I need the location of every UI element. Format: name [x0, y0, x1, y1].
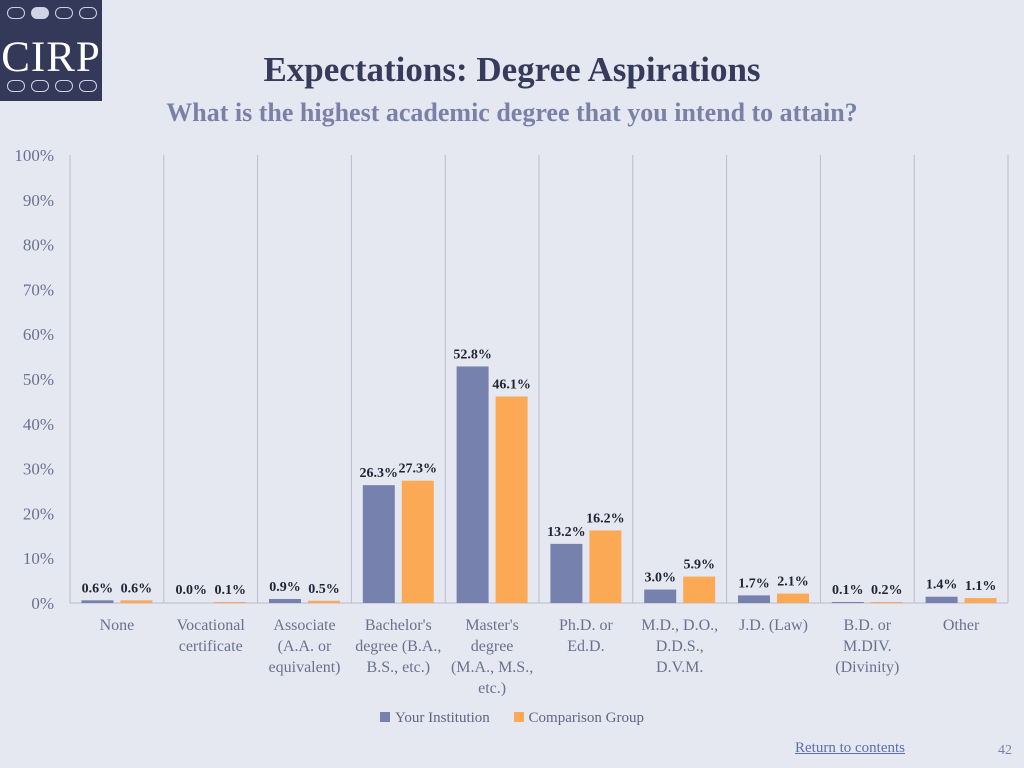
- legend-item-comparison-group: Comparison Group: [513, 710, 644, 727]
- legend-swatch-comparison-group: [513, 712, 524, 722]
- bar-comparison-group: [777, 593, 809, 603]
- x-category-label: Vocational: [177, 617, 246, 634]
- bar-value-label: 0.6%: [121, 581, 153, 596]
- bar-comparison-group: [589, 530, 622, 603]
- bar-value-label: 1.1%: [965, 579, 997, 594]
- bar-your-institution: [644, 589, 677, 603]
- bar-value-label: 1.4%: [926, 578, 958, 593]
- x-category-label: M.DIV.: [843, 638, 892, 655]
- x-category-label: degree (B.A.,: [355, 638, 441, 655]
- bar-comparison-group: [401, 480, 434, 603]
- y-tick-label: 10%: [23, 549, 54, 568]
- y-tick-label: 90%: [23, 191, 54, 210]
- legend-item-your-institution: Your Institution: [380, 710, 490, 727]
- bar-value-label: 5.9%: [683, 558, 715, 573]
- bar-comparison-group: [495, 396, 528, 603]
- x-category-label: (A.A. or: [278, 638, 332, 655]
- bar-value-label: 0.1%: [832, 583, 864, 598]
- bar-comparison-group: [120, 600, 153, 603]
- bar-value-label: 26.3%: [360, 466, 399, 481]
- x-category-label: Bachelor's: [365, 617, 432, 634]
- bar-value-label: 13.2%: [547, 525, 586, 540]
- x-category-label: (Divinity): [835, 659, 899, 676]
- x-category-label: Ed.D.: [567, 638, 604, 655]
- x-category-label: Other: [943, 617, 980, 634]
- page-subtitle: What is the highest academic degree that…: [166, 98, 858, 127]
- y-tick-label: 40%: [23, 415, 54, 434]
- y-tick-label: 60%: [23, 325, 54, 344]
- bar-comparison-group: [214, 602, 247, 603]
- bar-value-label: 16.2%: [586, 511, 625, 526]
- x-category-label: equivalent): [269, 659, 341, 676]
- x-category-label: Ph.D. or: [559, 617, 613, 634]
- bar-value-label: 3.0%: [644, 571, 676, 586]
- bar-value-label: 0.6%: [82, 581, 114, 596]
- bar-chart: 0% 10% 20% 30% 40% 50% 60% 70% 80% 90% 100% 0.6% 0.6…: [14, 146, 1009, 697]
- bar-value-label: 0.0%: [175, 583, 207, 598]
- y-tick-label: 30%: [23, 460, 54, 479]
- page-title: Expectations: Degree Aspirations: [263, 50, 761, 89]
- bar-comparison-group: [870, 602, 903, 603]
- y-tick-label: 70%: [23, 280, 54, 299]
- cirp-logo: CIRP: [0, 0, 102, 101]
- return-to-contents-link[interactable]: Return to contents: [795, 740, 905, 756]
- bar-your-institution: [81, 600, 114, 603]
- x-category-label: None: [100, 617, 135, 634]
- x-category-label: D.D.S.,: [656, 638, 704, 655]
- x-category-label: (M.A., M.S.,: [451, 659, 533, 676]
- bar-value-label: 0.9%: [269, 580, 301, 595]
- x-category-label: M.D., D.O.,: [641, 617, 718, 634]
- x-category-label: degree: [471, 638, 514, 655]
- bar-value-label: 0.2%: [871, 583, 903, 598]
- bar-value-label: 27.3%: [399, 462, 438, 477]
- bar-your-institution: [362, 485, 395, 603]
- bar-your-institution: [831, 602, 864, 603]
- bar-your-institution: [925, 596, 958, 603]
- y-tick-label: 100%: [14, 146, 54, 165]
- bar-comparison-group: [683, 576, 716, 603]
- x-category-label: etc.): [478, 680, 506, 697]
- bar-value-label: 52.8%: [453, 347, 492, 362]
- bar-comparison-group: [964, 598, 997, 603]
- x-category-label: B.D. or: [844, 617, 892, 634]
- legend-label-your-institution: Your Institution: [395, 710, 490, 726]
- bar-value-label: 0.5%: [308, 582, 340, 597]
- legend-label-comparison-group: Comparison Group: [528, 710, 644, 726]
- bar-your-institution: [456, 366, 489, 603]
- y-tick-label: 0%: [31, 594, 54, 613]
- bar-your-institution: [738, 595, 770, 603]
- bar-value-label: 46.1%: [492, 377, 531, 392]
- legend-swatch-your-institution: [380, 712, 391, 722]
- x-category-label: D.V.M.: [656, 659, 703, 676]
- logo-ovals-top: [7, 7, 97, 20]
- y-tick-label: 50%: [23, 370, 54, 389]
- x-category-label: B.S., etc.): [367, 659, 431, 676]
- bar-your-institution: [269, 598, 301, 603]
- x-category-label: J.D. (Law): [739, 617, 808, 634]
- x-category-label: Master's: [465, 617, 519, 634]
- y-tick-label: 20%: [23, 504, 54, 523]
- chart-legend: Your Institution Comparison Group: [0, 710, 1024, 727]
- bar-your-institution: [550, 543, 583, 603]
- y-tick-label: 80%: [23, 236, 54, 255]
- x-category-label: Associate: [273, 617, 335, 634]
- x-category-label: certificate: [179, 638, 243, 655]
- bar-value-label: 2.1%: [777, 575, 809, 590]
- bar-value-label: 0.1%: [214, 583, 246, 598]
- bar-comparison-group: [308, 600, 340, 603]
- page-number: 42: [998, 743, 1012, 758]
- logo-ovals-bottom: [7, 80, 97, 93]
- bar-value-label: 1.7%: [738, 576, 770, 591]
- logo-text: CIRP: [1, 34, 101, 81]
